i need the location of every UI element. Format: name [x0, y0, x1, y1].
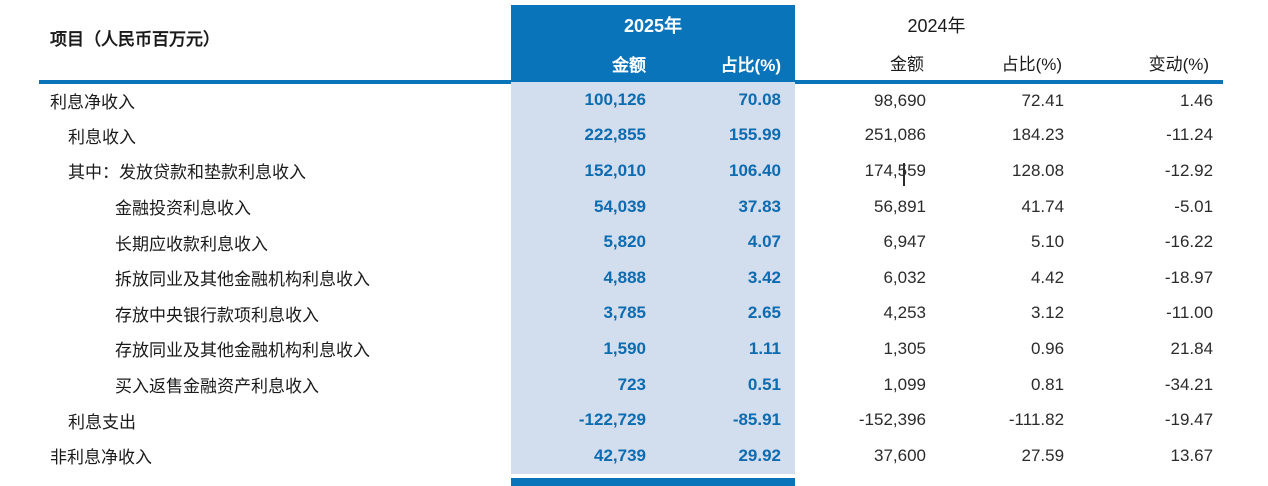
- row-label: 利息净收入: [50, 93, 135, 113]
- table-row: 利息支出 -122,729 -85.91 -152,396 -111.82 -1…: [39, 402, 1223, 438]
- table-row: 买入返售金融资产利息收入 723 0.51 1,099 0.81 -34.21: [39, 366, 1223, 403]
- pct-2024-cell: 184.23: [1012, 125, 1065, 145]
- pct-2024-column-header: 占比(%): [938, 45, 1079, 84]
- table-row: 非利息净收入 42,739 29.92 37,600 27.59 13.67: [39, 437, 1223, 474]
- pct-2025-cell: 70.08: [660, 82, 796, 118]
- row-label: 长期应收款利息收入: [115, 234, 268, 254]
- pct-2024-cell: 72.41: [1021, 90, 1065, 110]
- change-pct-cell: 13.67: [1170, 445, 1214, 465]
- change-pct-cell: -16.22: [1164, 232, 1214, 252]
- row-label: 存放中央银行款项利息收入: [115, 305, 319, 325]
- project-column-header: 项目（人民币百万元）: [39, 5, 511, 84]
- pct-2024-cell: 27.59: [1021, 445, 1065, 465]
- pct-2024-cell: 3.12: [1030, 303, 1065, 323]
- amount-2024-cell: 251,086: [864, 125, 927, 145]
- change-pct-column-header: 变动(%): [1076, 45, 1224, 84]
- change-pct-cell: -11.24: [1166, 125, 1214, 145]
- pct-2025-cell: 1.11: [660, 331, 796, 367]
- table-row: 存放同业及其他金融机构利息收入 1,590 1.11 1,305 0.96 21…: [39, 331, 1223, 367]
- row-label: 利息支出: [68, 412, 136, 432]
- amount-2024-cell: 6,947: [883, 232, 927, 252]
- row-label: 存放同业及其他金融机构利息收入: [115, 341, 370, 361]
- row-label: 金融投资利息收入: [115, 199, 251, 219]
- amount-2025-cell: 4,888: [511, 259, 660, 296]
- row-label: 利息收入: [68, 127, 136, 147]
- table-row: 金融投资利息收入 54,039 37.83 56,891 41.74 -5.01: [39, 188, 1223, 225]
- pct-2024-cell: 5.10: [1030, 232, 1065, 252]
- table-row: 长期应收款利息收入 5,820 4.07 6,947 5.10 -16.22: [39, 224, 1223, 260]
- amount-2024-cell: 1,099: [883, 374, 927, 394]
- pct-2024-cell: -111.82: [1008, 410, 1065, 430]
- pct-2024-cell: 128.08: [1012, 160, 1065, 180]
- pct-2025-cell: 3.42: [660, 259, 796, 296]
- text-cursor-caret: [903, 163, 905, 186]
- amount-2024-cell: 1,305: [883, 338, 927, 358]
- amount-2024-cell: 37,600: [874, 445, 927, 465]
- table-row: 利息收入 222,855 155.99 251,086 184.23 -11.2…: [39, 117, 1223, 154]
- change-pct-cell: 1.46: [1179, 90, 1214, 110]
- change-pct-cell: -19.47: [1164, 410, 1214, 430]
- pct-2024-cell: 41.74: [1021, 196, 1065, 216]
- change-pct-cell: -11.00: [1166, 303, 1214, 323]
- pct-2025-cell: 29.92: [660, 437, 796, 474]
- amount-2024-cell-with-caret[interactable]: 174,559: [864, 160, 927, 180]
- table-row: 其中：发放贷款和垫款利息收入 152,010 106.40 174,559 12…: [39, 153, 1223, 189]
- row-label: 非利息净收入: [50, 448, 152, 468]
- row-label: 其中：发放贷款和垫款利息收入: [68, 163, 306, 183]
- amount-2024-cell: 98,690: [874, 90, 927, 110]
- pct-2025-cell: -85.91: [660, 402, 796, 438]
- pct-2025-cell: 106.40: [660, 153, 796, 189]
- pct-2024-cell: 4.42: [1030, 267, 1065, 287]
- change-header-spacer: [1078, 5, 1223, 45]
- change-pct-cell: -34.21: [1164, 374, 1214, 394]
- amount-2025-cell: 54,039: [511, 188, 660, 225]
- table-row: 存放中央银行款项利息收入 3,785 2.65 4,253 3.12 -11.0…: [39, 295, 1223, 332]
- amount-2024-column-header: 金额: [795, 45, 941, 84]
- pct-2025-cell: 4.07: [660, 224, 796, 260]
- amount-2025-cell: 42,739: [511, 437, 660, 474]
- pct-2025-cell: 0.51: [660, 366, 796, 403]
- amount-2024-cell: 6,032: [883, 267, 927, 287]
- amount-2024-cell: -152,396: [858, 410, 927, 430]
- income-statement-table: 项目（人民币百万元） 2025年 2024年 金额 占比(%) 金额 占比(%)…: [39, 5, 1224, 474]
- pct-2025-cell: 37.83: [660, 188, 796, 225]
- highlight-column-bottom-bar: [511, 478, 795, 486]
- change-pct-cell: -12.92: [1164, 160, 1214, 180]
- change-pct-cell: -18.97: [1164, 267, 1214, 287]
- amount-2025-cell: 100,126: [511, 82, 660, 118]
- amount-2025-cell: 1,590: [511, 331, 660, 367]
- amount-2025-cell: 3,785: [511, 295, 660, 332]
- year-2025-group-header: 2025年: [511, 5, 796, 45]
- pct-2024-cell: 0.96: [1030, 338, 1065, 358]
- amount-2025-cell: -122,729: [511, 402, 660, 438]
- amount-2025-column-header: 金额: [511, 45, 660, 82]
- amount-2025-cell: 723: [511, 366, 660, 403]
- row-label: 买入返售金融资产利息收入: [115, 377, 319, 397]
- pct-2025-column-header: 占比(%): [660, 45, 796, 82]
- pct-2024-cell: 0.81: [1030, 374, 1065, 394]
- table-row: 拆放同业及其他金融机构利息收入 4,888 3.42 6,032 4.42 -1…: [39, 259, 1223, 296]
- amount-2024-cell: 4,253: [883, 303, 927, 323]
- row-label: 拆放同业及其他金融机构利息收入: [115, 270, 370, 290]
- pct-2025-cell: 155.99: [660, 117, 796, 154]
- year-2024-group-header: 2024年: [907, 16, 966, 36]
- change-pct-cell: -5.01: [1174, 196, 1214, 216]
- amount-2025-cell: 152,010: [511, 153, 660, 189]
- amount-2025-cell: 222,855: [511, 117, 660, 154]
- amount-2024-cell: 56,891: [874, 196, 927, 216]
- amount-2025-cell: 5,820: [511, 224, 660, 260]
- table-row: 利息净收入 100,126 70.08 98,690 72.41 1.46: [39, 82, 1223, 118]
- change-pct-cell: 21.84: [1170, 338, 1214, 358]
- pct-2025-cell: 2.65: [660, 295, 796, 332]
